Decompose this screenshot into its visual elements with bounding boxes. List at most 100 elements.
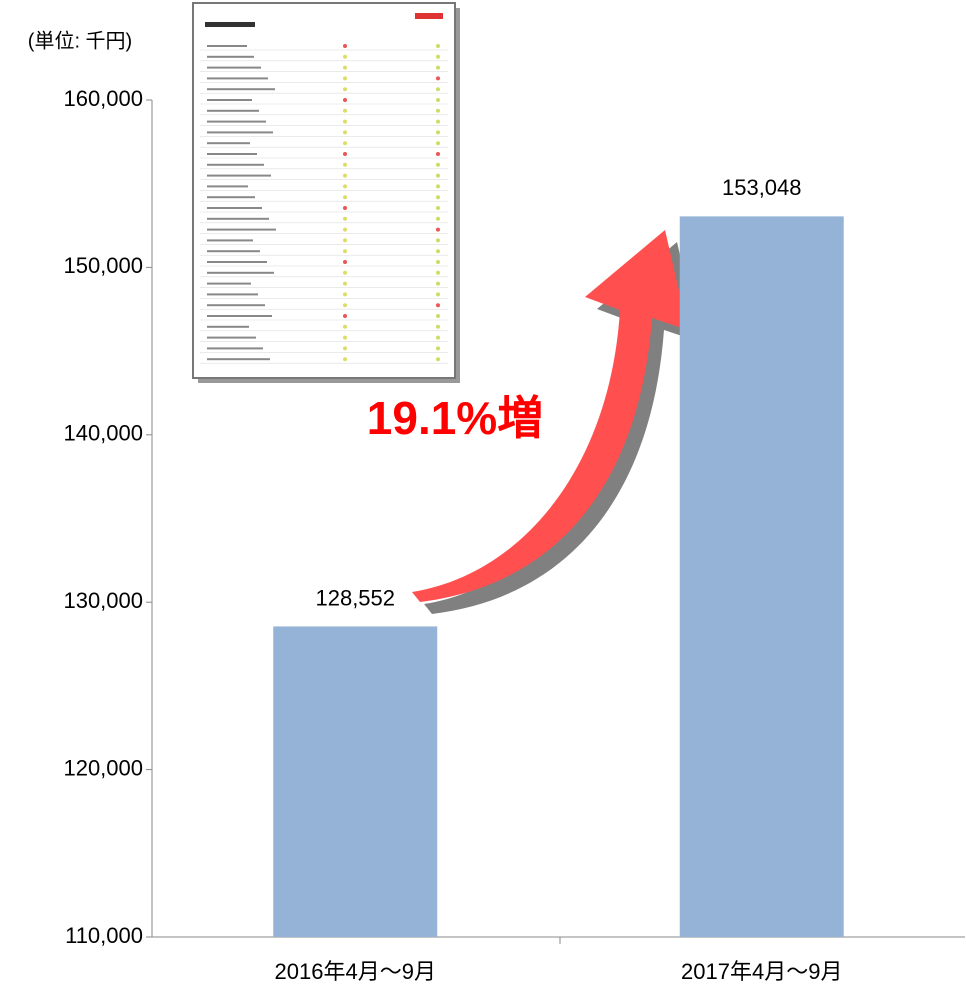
thumbnail-dot — [436, 152, 440, 156]
thumbnail-dot — [343, 141, 347, 146]
thumbnail-dot — [343, 130, 347, 135]
thumbnail-dot — [343, 303, 347, 308]
thumbnail-text — [207, 55, 254, 58]
thumbnail-dot — [343, 227, 347, 232]
thumbnail-dot — [343, 152, 347, 156]
bar — [679, 216, 844, 938]
thumbnail-dot — [436, 162, 440, 167]
thumbnail-dot — [343, 108, 347, 113]
thumbnail-dot — [436, 119, 440, 124]
thumbnail-dot — [343, 346, 347, 351]
thumbnail-dot — [343, 54, 347, 59]
thumbnail-dot — [343, 44, 347, 48]
value-label: 128,552 — [315, 585, 395, 610]
thumbnail-text — [207, 88, 275, 91]
thumbnail-dot — [436, 249, 440, 254]
thumbnail-dot — [436, 324, 440, 329]
thumbnail-dot — [343, 270, 347, 275]
x-tick-label: 2016年4月〜9月 — [275, 959, 436, 984]
thumbnail-dot — [436, 108, 440, 113]
thumbnail-dot — [343, 335, 347, 340]
value-label: 153,048 — [722, 175, 802, 200]
unit-label: (単位: 千円) — [28, 29, 132, 52]
thumbnail-logo — [415, 13, 443, 19]
thumbnail-text — [207, 99, 252, 101]
annotation: 19.1%増 — [367, 392, 543, 444]
thumbnail-dot — [436, 195, 440, 200]
thumbnail-dot — [343, 206, 347, 210]
thumbnail-text — [207, 271, 274, 274]
thumbnail-text — [207, 228, 276, 231]
thumbnail-text — [207, 66, 261, 69]
thumbnail-heading — [205, 22, 255, 27]
thumbnail-text — [207, 77, 268, 80]
thumbnail-dot — [343, 184, 347, 189]
y-tick-label: 150,000 — [63, 253, 143, 278]
thumbnail-dot — [436, 335, 440, 340]
thumbnail-text — [207, 239, 253, 242]
thumbnail-dot — [436, 173, 440, 178]
thumbnail-text — [207, 325, 249, 328]
thumbnail-dot — [343, 162, 347, 167]
thumbnail-text — [207, 196, 255, 199]
thumbnail-dot — [343, 357, 347, 362]
thumbnail-text — [207, 207, 262, 209]
thumbnail-dot — [436, 44, 440, 48]
thumbnail-text — [207, 336, 256, 339]
thumbnail-text — [207, 282, 251, 285]
thumbnail-text — [207, 142, 250, 145]
thumbnail-dot — [436, 238, 440, 243]
thumbnail-dot — [343, 260, 347, 264]
y-tick-label: 120,000 — [63, 755, 143, 780]
thumbnail-dot — [343, 238, 347, 243]
thumbnail-dot — [343, 87, 347, 92]
thumbnail-dot — [343, 216, 347, 221]
thumbnail-dot — [343, 119, 347, 124]
thumbnail-dot — [436, 314, 440, 318]
thumbnail-dot — [436, 216, 440, 221]
thumbnail-dot — [436, 184, 440, 189]
thumbnail-dot — [343, 65, 347, 70]
thumbnail-text — [207, 153, 257, 155]
thumbnail-dot — [436, 270, 440, 275]
thumbnail-text — [207, 131, 273, 134]
thumbnail-text — [207, 347, 263, 350]
thumbnail-dot — [436, 357, 440, 362]
thumbnail-dot — [436, 130, 440, 135]
thumbnail-text — [207, 261, 267, 263]
thumbnail-dot — [436, 87, 440, 92]
thumbnail-dot — [343, 173, 347, 178]
thumbnail-dot — [343, 195, 347, 200]
thumbnail-dot — [343, 98, 347, 102]
thumbnail-dot — [343, 281, 347, 286]
thumbnail-dot — [436, 54, 440, 59]
thumbnail-dot — [436, 303, 440, 308]
x-tick-label: 2017年4月〜9月 — [681, 959, 842, 984]
thumbnail-dot — [343, 314, 347, 318]
thumbnail-text — [207, 217, 269, 220]
thumbnail-dot — [436, 260, 440, 264]
thumbnail-text — [207, 358, 270, 361]
bar — [273, 626, 438, 937]
thumbnail-dot — [436, 227, 440, 232]
thumbnail-dot — [343, 292, 347, 297]
growth-arrow — [412, 230, 688, 602]
thumbnail-dot — [343, 324, 347, 329]
thumbnail-text — [207, 250, 260, 253]
y-tick-label: 130,000 — [63, 588, 143, 613]
thumbnail-dot — [343, 76, 347, 81]
thumbnail-text — [207, 293, 258, 296]
y-tick-label: 140,000 — [63, 421, 143, 446]
thumbnail-text — [207, 163, 264, 166]
thumbnail-text — [207, 174, 271, 177]
thumbnail-text — [207, 45, 247, 47]
thumbnail-dot — [436, 346, 440, 351]
thumbnail-text — [207, 185, 248, 188]
thumbnail-text — [207, 109, 259, 112]
thumbnail-text — [207, 304, 265, 307]
thumbnail-dot — [436, 281, 440, 286]
document-thumbnail — [192, 2, 460, 383]
thumbnail-text — [207, 120, 266, 123]
thumbnail-dot — [436, 206, 440, 210]
